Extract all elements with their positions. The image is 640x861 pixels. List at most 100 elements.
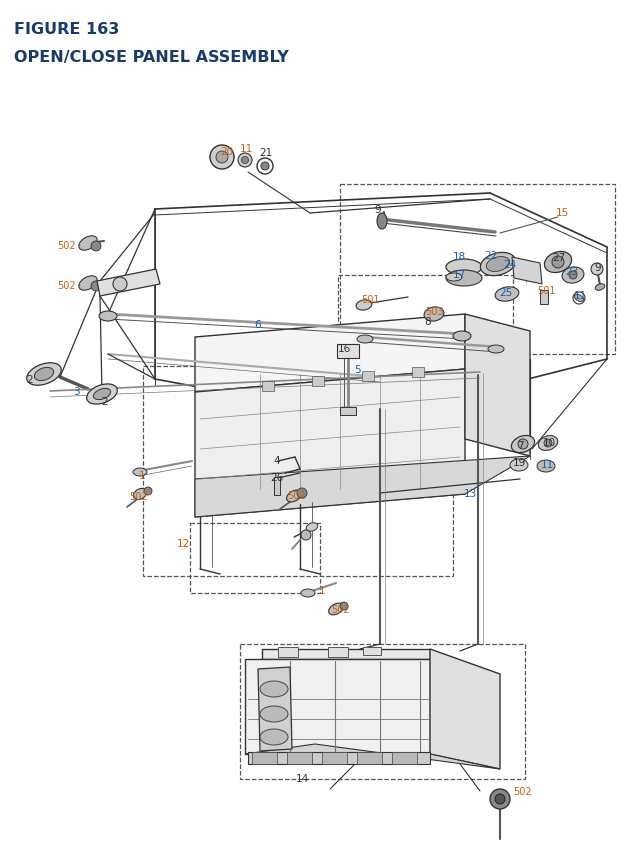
Polygon shape	[262, 649, 430, 660]
Polygon shape	[97, 269, 160, 297]
Bar	[337, 344, 359, 358]
Text: 502: 502	[57, 241, 76, 251]
Ellipse shape	[306, 523, 318, 531]
Ellipse shape	[575, 295, 584, 302]
Text: 1: 1	[319, 585, 325, 595]
Ellipse shape	[545, 252, 572, 273]
Ellipse shape	[356, 300, 372, 311]
Text: 11: 11	[239, 144, 253, 154]
Text: 27: 27	[552, 253, 566, 263]
Text: 11: 11	[540, 460, 554, 469]
Ellipse shape	[511, 436, 534, 453]
Ellipse shape	[446, 274, 462, 282]
Ellipse shape	[510, 460, 528, 472]
Text: 8: 8	[425, 317, 431, 326]
Bar	[412, 368, 424, 378]
Text: 23: 23	[565, 267, 579, 276]
Text: 12: 12	[177, 538, 189, 548]
Text: 25: 25	[499, 288, 513, 298]
Text: 502: 502	[129, 492, 147, 501]
Ellipse shape	[328, 604, 344, 615]
Text: 4: 4	[274, 455, 280, 466]
Polygon shape	[245, 660, 430, 754]
Bar	[540, 291, 548, 305]
Ellipse shape	[301, 589, 315, 598]
Bar	[392, 753, 417, 764]
Circle shape	[340, 603, 348, 610]
Circle shape	[238, 154, 252, 168]
Bar	[340, 407, 356, 416]
Ellipse shape	[538, 436, 557, 451]
Text: FIGURE 163: FIGURE 163	[14, 22, 120, 37]
Bar	[328, 647, 348, 657]
Text: 7: 7	[516, 441, 524, 450]
Circle shape	[301, 530, 311, 541]
Ellipse shape	[488, 345, 504, 354]
Text: 502: 502	[287, 491, 305, 500]
Text: 502: 502	[57, 281, 76, 291]
Circle shape	[591, 263, 603, 276]
Ellipse shape	[495, 288, 519, 302]
Bar	[362, 372, 374, 381]
Circle shape	[144, 487, 152, 495]
Bar	[322, 753, 347, 764]
Text: 9: 9	[595, 263, 602, 273]
Ellipse shape	[446, 270, 482, 287]
Ellipse shape	[453, 331, 471, 342]
Text: 9: 9	[374, 205, 381, 214]
Polygon shape	[258, 667, 292, 751]
Ellipse shape	[481, 253, 516, 276]
Ellipse shape	[486, 257, 509, 272]
Polygon shape	[465, 314, 530, 456]
Ellipse shape	[134, 489, 147, 500]
Ellipse shape	[260, 706, 288, 722]
Circle shape	[297, 488, 307, 499]
Bar	[278, 647, 298, 657]
Text: 11: 11	[573, 291, 587, 300]
Ellipse shape	[260, 729, 288, 745]
Text: 17: 17	[452, 269, 466, 280]
Bar	[248, 753, 430, 764]
Ellipse shape	[424, 307, 444, 322]
Text: 503: 503	[425, 307, 444, 317]
Ellipse shape	[86, 385, 117, 405]
Circle shape	[113, 278, 127, 292]
Polygon shape	[195, 369, 465, 517]
Text: 501: 501	[361, 294, 380, 305]
Ellipse shape	[562, 268, 584, 284]
Text: 1: 1	[139, 470, 145, 480]
Circle shape	[495, 794, 505, 804]
Text: 13: 13	[463, 488, 477, 499]
Text: 3: 3	[73, 387, 79, 397]
Polygon shape	[512, 257, 542, 285]
Circle shape	[91, 282, 101, 292]
Ellipse shape	[377, 214, 387, 230]
Circle shape	[241, 158, 248, 164]
Circle shape	[91, 242, 101, 251]
Text: 5: 5	[354, 364, 360, 375]
Text: 18: 18	[452, 251, 466, 262]
Text: OPEN/CLOSE PANEL ASSEMBLY: OPEN/CLOSE PANEL ASSEMBLY	[14, 50, 289, 65]
Text: 14: 14	[296, 773, 308, 784]
Bar	[262, 381, 274, 392]
Circle shape	[210, 146, 234, 170]
Ellipse shape	[595, 284, 605, 291]
Bar	[274, 478, 280, 495]
Circle shape	[569, 272, 577, 280]
Circle shape	[518, 439, 528, 449]
Text: 2: 2	[27, 375, 33, 385]
Text: 21: 21	[259, 148, 273, 158]
Text: 2: 2	[102, 397, 108, 406]
Text: 22: 22	[484, 251, 498, 261]
Ellipse shape	[133, 468, 147, 476]
Bar	[252, 753, 277, 764]
Ellipse shape	[287, 491, 301, 502]
Ellipse shape	[260, 681, 288, 697]
Text: 502: 502	[331, 604, 349, 614]
Ellipse shape	[357, 336, 373, 344]
Text: 501: 501	[537, 286, 556, 295]
Polygon shape	[195, 456, 530, 517]
Text: 6: 6	[255, 319, 261, 330]
Ellipse shape	[27, 363, 61, 386]
Circle shape	[490, 789, 510, 809]
